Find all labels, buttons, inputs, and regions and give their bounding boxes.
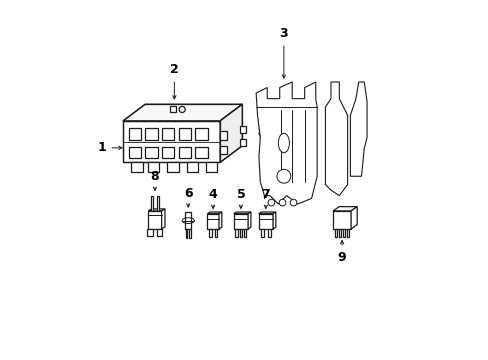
Polygon shape: [256, 82, 317, 204]
Circle shape: [267, 199, 274, 206]
Bar: [244, 229, 246, 237]
Ellipse shape: [278, 133, 289, 153]
Polygon shape: [272, 212, 275, 229]
Polygon shape: [350, 207, 356, 229]
Bar: [147, 229, 153, 236]
Bar: [157, 195, 159, 211]
Bar: [128, 129, 141, 140]
Bar: [258, 214, 272, 229]
Circle shape: [279, 199, 285, 206]
Bar: [260, 229, 263, 237]
Bar: [207, 214, 219, 229]
Text: 1: 1: [98, 141, 106, 154]
Bar: [185, 212, 191, 229]
Bar: [128, 147, 141, 158]
Bar: [178, 147, 191, 158]
Bar: [206, 162, 217, 172]
Polygon shape: [148, 209, 164, 211]
Polygon shape: [325, 82, 347, 195]
Bar: [239, 139, 246, 146]
Bar: [338, 229, 341, 237]
Bar: [343, 229, 345, 237]
Text: 9: 9: [337, 251, 346, 264]
Bar: [195, 147, 207, 158]
Bar: [169, 107, 175, 112]
Bar: [185, 229, 187, 238]
Polygon shape: [207, 212, 222, 214]
Bar: [346, 229, 348, 237]
Bar: [233, 214, 247, 229]
Bar: [209, 229, 211, 237]
Bar: [239, 229, 242, 237]
Polygon shape: [162, 209, 164, 229]
Circle shape: [276, 169, 290, 183]
Bar: [186, 162, 198, 172]
Bar: [332, 211, 350, 229]
Polygon shape: [220, 104, 242, 162]
Bar: [145, 147, 158, 158]
Bar: [220, 131, 226, 140]
Bar: [131, 162, 142, 172]
Bar: [162, 147, 174, 158]
Polygon shape: [123, 104, 242, 121]
Bar: [157, 229, 162, 236]
Text: 4: 4: [208, 188, 217, 201]
Bar: [167, 162, 178, 172]
Polygon shape: [123, 121, 220, 162]
Bar: [189, 229, 190, 238]
Bar: [148, 162, 159, 172]
Bar: [151, 195, 153, 211]
Polygon shape: [233, 212, 250, 214]
Polygon shape: [219, 212, 222, 229]
Bar: [148, 211, 162, 229]
Bar: [214, 229, 217, 237]
Bar: [334, 229, 336, 237]
Polygon shape: [258, 212, 275, 214]
Bar: [267, 229, 270, 237]
Polygon shape: [247, 212, 250, 229]
Bar: [145, 129, 158, 140]
Bar: [220, 146, 226, 154]
Bar: [239, 126, 246, 133]
Polygon shape: [350, 82, 366, 176]
Bar: [162, 129, 174, 140]
Polygon shape: [332, 207, 356, 211]
Text: 6: 6: [183, 187, 192, 200]
Text: 8: 8: [150, 170, 159, 183]
Text: 5: 5: [236, 188, 245, 201]
Text: 2: 2: [170, 63, 179, 76]
Bar: [235, 229, 237, 237]
Circle shape: [290, 199, 296, 206]
Text: 3: 3: [279, 27, 287, 40]
Circle shape: [179, 107, 185, 112]
Bar: [195, 129, 207, 140]
Bar: [178, 129, 191, 140]
Text: 7: 7: [261, 188, 270, 201]
